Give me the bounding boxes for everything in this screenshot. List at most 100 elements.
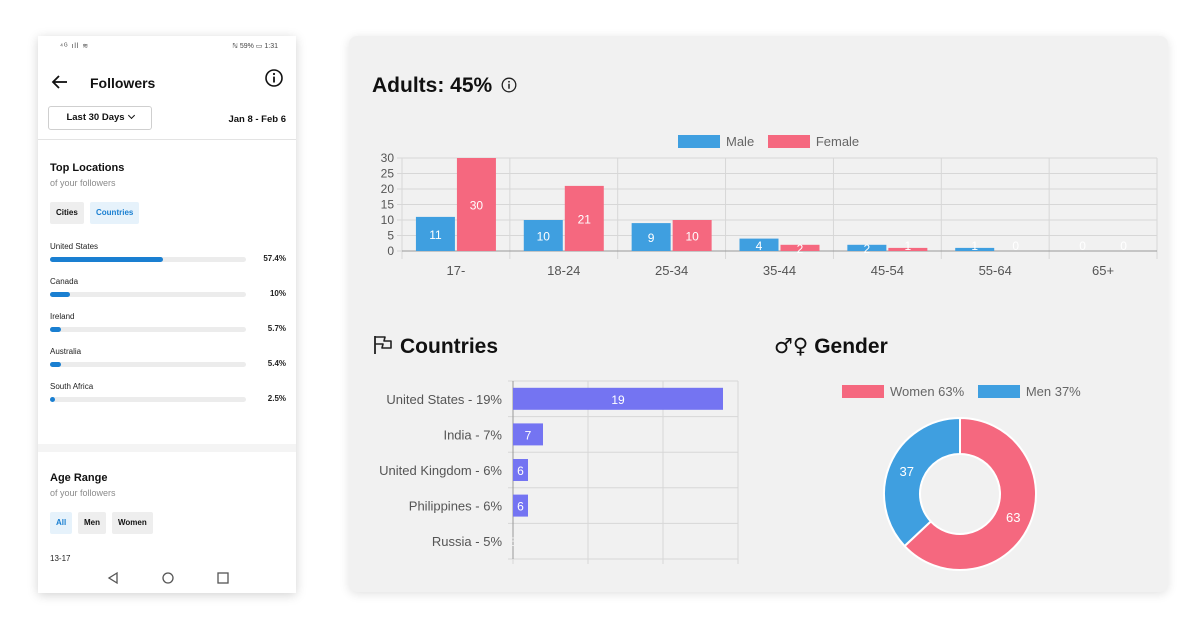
date-range-row: Last 30 Days Jan 8 - Feb 6 — [38, 104, 296, 140]
female-bar[interactable] — [672, 220, 712, 251]
location-row[interactable]: Canada 10% — [50, 277, 286, 307]
men-slice[interactable] — [883, 416, 961, 548]
nav-recents-button[interactable] — [216, 571, 230, 585]
legend-female[interactable]: Female — [767, 134, 860, 149]
triangle-back-icon — [107, 571, 118, 585]
legend-men-swatch — [977, 385, 1020, 398]
info-button[interactable] — [264, 68, 284, 88]
gender-chart-legend: Women 63% Men 37% — [842, 384, 1091, 399]
y-tick-label: 30 — [381, 151, 395, 165]
age-range-subtitle: of your followers — [50, 488, 116, 498]
legend-male[interactable]: Male — [678, 134, 754, 149]
women-slice[interactable] — [903, 416, 1037, 571]
country-label: Philippines - 6% — [409, 499, 503, 514]
legend-female-swatch — [767, 135, 810, 148]
info-icon — [265, 69, 283, 87]
bar-value-label: 2 — [864, 242, 871, 256]
bar-value-label: 10 — [537, 230, 551, 244]
back-button[interactable] — [50, 72, 70, 92]
date-range-label: Last 30 Days — [66, 112, 125, 123]
progress-track — [50, 292, 246, 297]
progress-track — [50, 362, 246, 367]
country-bar[interactable] — [513, 387, 723, 410]
nav-back-button[interactable] — [106, 571, 120, 585]
legend-female-label: Female — [815, 134, 860, 149]
male-bar[interactable] — [631, 223, 671, 251]
male-bar[interactable] — [739, 238, 779, 251]
tab-countries[interactable]: Countries — [90, 202, 140, 224]
flag-icon — [374, 336, 392, 354]
x-tick-label: 25-34 — [655, 263, 688, 278]
male-bar[interactable] — [523, 220, 563, 251]
country-label: Russia - 5% — [432, 534, 503, 549]
bar-value-label: 21 — [578, 212, 592, 226]
bar-value-label: 10 — [685, 230, 699, 244]
location-row[interactable]: South Africa 2.5% — [50, 382, 286, 412]
x-tick-label: 18-24 — [547, 263, 580, 278]
location-row[interactable]: Ireland 5.7% — [50, 312, 286, 342]
slice-value-label: 63 — [1006, 510, 1020, 525]
bar-value-label: 6 — [517, 464, 524, 478]
country-label: United States - 19% — [386, 392, 502, 407]
y-tick-label: 15 — [381, 198, 395, 212]
tab-men[interactable]: Men — [78, 512, 106, 534]
legend-men[interactable]: Men 37% — [977, 384, 1081, 399]
y-tick-label: 20 — [381, 182, 395, 196]
audience-dashboard-card: Adults: 45% Male Female 0 5 10 15 20 25 30 11 30… — [349, 36, 1168, 592]
gender-symbols-icon: ♂♀ — [774, 334, 809, 358]
bar-value-label: 11 — [429, 228, 442, 242]
female-bar[interactable] — [780, 244, 820, 251]
country-bar[interactable] — [513, 423, 543, 446]
bar-value-label: 0 — [1079, 239, 1086, 253]
female-bar[interactable] — [564, 185, 604, 251]
signal-wifi-status: ⁴ᴳ ıll ≋ — [60, 43, 90, 50]
tab-women[interactable]: Women — [112, 512, 153, 534]
x-tick-label: 55-64 — [979, 263, 1012, 278]
date-range-dropdown[interactable]: Last 30 Days — [48, 106, 152, 130]
male-bar[interactable] — [847, 244, 887, 251]
legend-women-swatch — [842, 385, 884, 398]
adults-section-header: Adults: 45% — [372, 74, 517, 98]
tab-all[interactable]: All — [50, 512, 73, 534]
female-bar[interactable] — [888, 247, 928, 251]
location-row[interactable]: United States 57.4% — [50, 242, 286, 272]
x-tick-label: 35-44 — [763, 263, 796, 278]
phone-header: Followers — [38, 64, 296, 104]
y-tick-label: 10 — [381, 213, 395, 227]
bar-value-label: 4 — [756, 239, 763, 253]
male-bar[interactable] — [415, 216, 455, 251]
location-percent: 57.4% — [263, 254, 286, 263]
info-icon[interactable] — [501, 77, 517, 93]
bar-value-label: 9 — [648, 231, 655, 245]
location-percent: 10% — [269, 289, 286, 298]
country-bar[interactable] — [513, 494, 528, 517]
progress-track — [50, 327, 246, 332]
tab-cities[interactable]: Cities — [50, 202, 84, 224]
bar-value-label: 1 — [905, 239, 912, 253]
phone-screen: ⁴ᴳ ıll ≋ ℕ 59% ▭ 1:31 Followers Last 30 … — [38, 36, 296, 593]
back-arrow-icon — [51, 75, 67, 89]
location-percent: 5.7% — [267, 324, 286, 333]
bar-value-label: 0 — [1120, 239, 1127, 253]
country-bar[interactable] — [513, 459, 528, 481]
x-tick-label: 45-54 — [871, 263, 904, 278]
progress-fill — [50, 397, 55, 402]
age-range-title: Age Range — [50, 472, 108, 484]
location-row[interactable]: Australia 5.4% — [50, 347, 286, 377]
legend-women[interactable]: Women 63% — [842, 384, 964, 399]
nav-home-button[interactable] — [161, 571, 175, 585]
status-bar: ⁴ᴳ ıll ≋ ℕ 59% ▭ 1:31 — [38, 36, 296, 56]
battery-clock-status: ℕ 59% ▭ 1:31 — [232, 43, 278, 50]
progress-fill — [50, 257, 163, 262]
age-chart-grid — [397, 157, 1158, 259]
gender-title: Gender — [814, 335, 888, 358]
location-percent: 2.5% — [267, 394, 286, 403]
location-name: Canada — [50, 277, 79, 286]
female-bar[interactable] — [456, 158, 496, 251]
legend-women-label: Women 63% — [890, 384, 965, 399]
country-label: United Kingdom - 6% — [379, 463, 502, 478]
male-bar[interactable] — [955, 247, 995, 251]
progress-fill — [50, 327, 62, 332]
